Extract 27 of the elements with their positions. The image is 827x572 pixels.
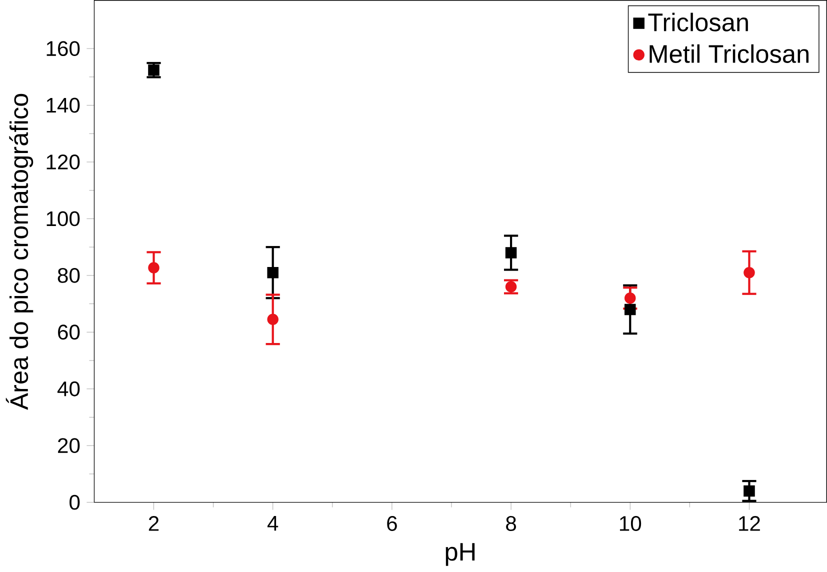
y-tick-label: 40 bbox=[57, 382, 80, 396]
x-tick-label: 12 bbox=[739, 516, 760, 531]
point bbox=[624, 304, 636, 316]
point bbox=[624, 292, 636, 304]
y-tick-label: 20 bbox=[58, 438, 80, 454]
x-tick-label: 4 bbox=[267, 516, 278, 531]
x-tick-label: 2 bbox=[148, 516, 159, 531]
x-tick-label: 10 bbox=[620, 516, 642, 532]
x-tick-label: 6 bbox=[387, 516, 397, 532]
point bbox=[148, 262, 160, 274]
point bbox=[505, 247, 517, 259]
y-tick-label: 0 bbox=[70, 494, 80, 510]
y-tick-label: 140 bbox=[46, 98, 80, 113]
point bbox=[744, 267, 755, 278]
y-axis-title: Área do pico cromatográfico bbox=[6, 94, 34, 410]
point bbox=[267, 267, 278, 278]
legend-label: Metil Triclosan bbox=[650, 44, 809, 64]
y-tick-label: 80 bbox=[58, 268, 80, 284]
x-axis-title: pH bbox=[446, 543, 475, 566]
x-tick-label: 8 bbox=[506, 516, 516, 532]
point bbox=[267, 314, 278, 326]
point bbox=[744, 485, 755, 497]
y-tick-label: 120 bbox=[46, 154, 80, 170]
y-tick-label: 100 bbox=[46, 211, 80, 226]
y-tick-label: 60 bbox=[58, 324, 80, 340]
y-tick-label: 160 bbox=[46, 41, 80, 56]
legend-label: Triclosan bbox=[648, 12, 748, 32]
